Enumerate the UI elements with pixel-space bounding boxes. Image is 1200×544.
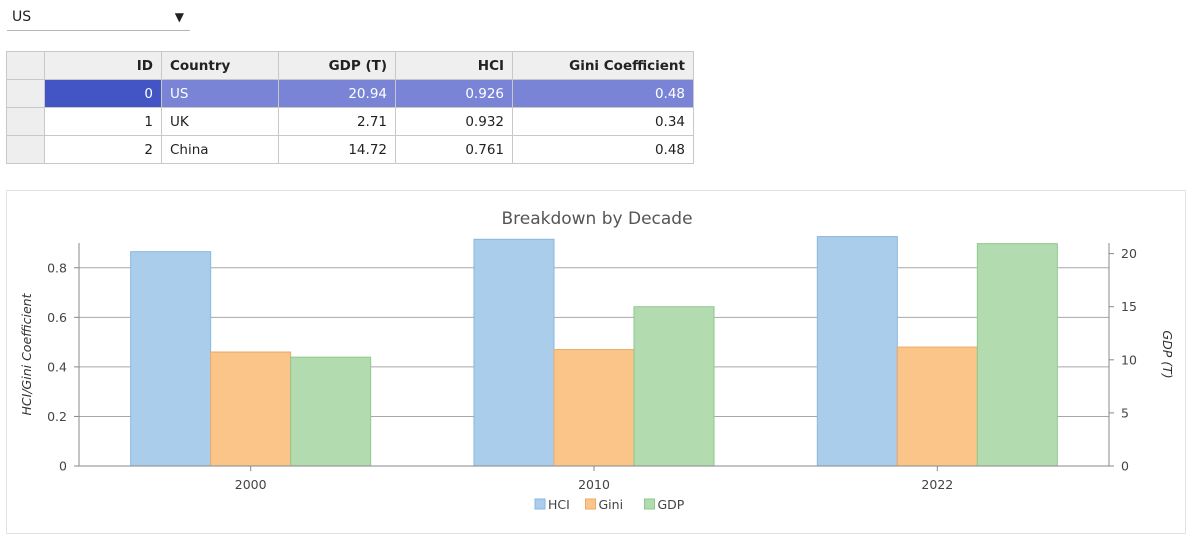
bar-gini-2022	[896, 346, 978, 467]
y-tick-label-left: 0.6	[47, 310, 67, 325]
column-header-gini[interactable]: Gini Coefficient	[512, 51, 694, 80]
legend-label-gdp: GDP	[658, 497, 685, 512]
legend-swatch-hci	[534, 498, 546, 510]
chevron-down-icon[interactable]: ▼	[174, 10, 184, 24]
cell-country[interactable]: US	[161, 79, 279, 108]
chart-title: Breakdown by Decade	[501, 209, 692, 229]
column-header-gdp[interactable]: GDP (T)	[278, 51, 396, 80]
legend-swatch-gdp	[644, 498, 655, 510]
cell-gini[interactable]: 0.48	[512, 135, 694, 164]
y-tick-label-right: 0	[1121, 459, 1129, 474]
row-header[interactable]	[6, 107, 45, 136]
chart-legend: HCI Gini GDP	[534, 497, 685, 512]
y-axis-label-left: HCI/Gini Coefficient	[19, 292, 34, 415]
cell-hci[interactable]: 0.932	[395, 107, 513, 136]
dropdown-value: US	[12, 9, 32, 25]
y-tick-label-left: 0.2	[47, 409, 67, 424]
y-tick-label-right: 20	[1121, 246, 1137, 261]
bar-gdp-2022	[976, 243, 1058, 467]
column-header-hci[interactable]: HCI	[395, 51, 513, 80]
row-header[interactable]	[6, 135, 45, 164]
row-header-corner[interactable]	[6, 51, 45, 80]
cell-gini[interactable]: 0.34	[512, 107, 694, 136]
cell-id[interactable]: 2	[44, 135, 162, 164]
table-row[interactable]: 2 China 14.72 0.761 0.48	[6, 135, 694, 164]
bar-gdp-2010	[633, 306, 715, 467]
y-tick-label-left: 0.8	[47, 260, 67, 275]
cell-gdp[interactable]: 14.72	[278, 135, 396, 164]
bar-chart: Breakdown by Decade 0 0.2 0.4 0.6 0.8 0 5 10 15 2…	[19, 209, 1175, 512]
legend-swatch-gini	[585, 498, 596, 510]
bar-gdp-2000	[290, 356, 372, 467]
y-tick-label-left: 0.4	[47, 359, 67, 374]
bar-gini-2000	[210, 351, 292, 467]
bar-gini-2010	[553, 349, 635, 467]
bar-hci-2010	[473, 238, 555, 467]
cell-gdp[interactable]: 20.94	[278, 79, 396, 108]
legend-label-hci: HCI	[548, 497, 570, 512]
row-header[interactable]	[6, 79, 45, 108]
grid-header-row: ID Country GDP (T) HCI Gini Coefficient	[6, 51, 694, 80]
cell-country[interactable]: China	[161, 135, 279, 164]
bar-hci-2022	[816, 236, 898, 467]
y-axis-label-right: GDP (T)	[1160, 330, 1175, 378]
bar-hci-2000	[130, 251, 212, 467]
legend-label-gini: Gini	[599, 497, 624, 512]
country-dropdown[interactable]: US ▼	[7, 4, 190, 31]
column-header-country[interactable]: Country	[161, 51, 279, 80]
y-tick-label-right: 5	[1121, 405, 1129, 420]
x-tick-label: 2010	[578, 477, 610, 492]
chart-panel: Breakdown by Decade 0 0.2 0.4 0.6 0.8 0 5 10 15 2…	[6, 190, 1186, 534]
x-tick-label: 2000	[235, 477, 267, 492]
table-row[interactable]: 1 UK 2.71 0.932 0.34	[6, 107, 694, 136]
cell-gdp[interactable]: 2.71	[278, 107, 396, 136]
column-header-id[interactable]: ID	[44, 51, 162, 80]
data-grid: ID Country GDP (T) HCI Gini Coefficient …	[6, 51, 694, 164]
y-tick-label-right: 15	[1121, 299, 1137, 314]
y-tick-label-right: 10	[1121, 352, 1137, 367]
cell-hci[interactable]: 0.761	[395, 135, 513, 164]
cell-id[interactable]: 1	[44, 107, 162, 136]
table-row[interactable]: 0 US 20.94 0.926 0.48	[6, 79, 694, 108]
cell-id[interactable]: 0	[44, 79, 162, 108]
cell-hci[interactable]: 0.926	[395, 79, 513, 108]
y-tick-label-left: 0	[59, 459, 67, 474]
x-tick-label: 2022	[921, 477, 953, 492]
cell-gini[interactable]: 0.48	[512, 79, 694, 108]
cell-country[interactable]: UK	[161, 107, 279, 136]
